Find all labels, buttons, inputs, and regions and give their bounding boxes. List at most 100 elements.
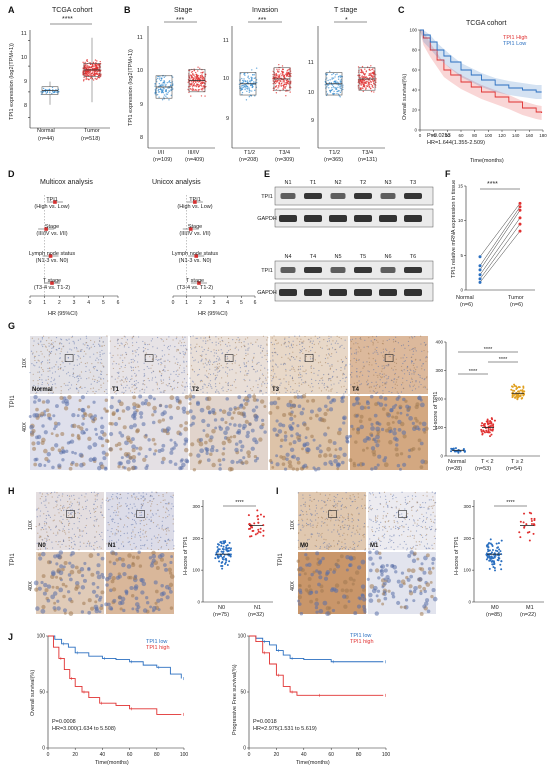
panel-b-point [360,84,362,86]
panel-g-40x-1-nucleus [143,402,147,406]
panel-b-point [276,74,278,76]
panel-g-40x-4-nucleus [375,421,380,426]
panel-g-10x-4-nucleus [357,359,359,361]
panel-g-40x-2-nucleus [255,415,259,419]
panel-g-10x-1-nucleus [118,363,120,365]
panel-a-point [95,67,98,70]
panel-g-40x-2-nucleus [238,459,243,464]
panel-g-10x-0-nucleus [99,345,101,347]
panel-b-point [205,80,207,83]
panel-g-point [463,450,466,453]
panel-b-point [374,79,376,82]
panel-b-point [162,88,164,91]
panel-g-10x-4-nucleus [373,339,376,341]
panel-h-10x-1-nucleus [116,493,118,495]
panel-g-10x-2-nucleus [238,341,240,343]
panel-g-40x-4-nucleus [375,421,379,425]
panel-h-10x-1-nucleus [138,492,140,494]
panel-b-point [196,80,199,83]
panel-b-point [168,90,171,92]
panel-g-40x-1-nucleus [126,467,131,472]
panel-g-40x-2-nucleus [252,437,257,443]
panel-b-point [189,85,191,88]
panel-g-40x-0-nucleus [28,415,32,418]
panel-g-40x-4-nucleus [359,405,365,411]
panel-b-point [247,75,249,77]
panel-b-point [283,75,285,77]
panel-h-10x-0-nucleus [36,508,38,510]
panel-g-10x-1-nucleus [131,342,134,344]
panel-g-10x-1-nucleus [130,361,132,363]
panel-a-point [91,64,94,66]
panel-b-point [155,94,157,96]
panel-g-10x-4-nucleus [411,336,413,338]
panel-b-point [252,74,254,76]
panel-g-40x-3-nucleus [322,418,327,423]
panel-h-40x-1-nucleus [145,601,150,605]
panel-h-point [220,565,223,568]
panel-g-40x-4-nucleus [415,402,420,407]
panel-g-10x-4-nucleus [389,355,391,358]
panel-letter-j: J [8,632,14,642]
panel-b-point [278,77,281,79]
panel-g-10x-1-nucleus [156,336,159,339]
panel-b-point [192,88,195,91]
panel-b-point [372,80,375,83]
panel-h-10x-0-nucleus [45,548,47,550]
panel-g-10x-0-nucleus [31,337,33,339]
panel-g-10x-2-nucleus [202,391,204,393]
panel-b-point [201,72,204,74]
panel-g-10x-4-nucleus [356,376,358,378]
panel-b-point [239,79,241,82]
panel-g-10x-0-nucleus [52,342,54,344]
panel-h-10x-1-nucleus [151,491,153,493]
panel-g-10x-2-nucleus [230,384,232,387]
panel-g-10x-3-nucleus [292,346,294,349]
panel-b-point [203,82,206,84]
panel-a-point [88,66,90,69]
panel-a-point [49,91,51,94]
panel-g-10x-1-nucleus [128,362,130,364]
panel-g-10x-4-nucleus [394,387,397,390]
panel-h-ytick: 200 [192,536,200,541]
panel-g-point [517,396,520,399]
panel-g-10x-3-nucleus [298,377,300,379]
panel-h-10x-1-nucleus [173,530,175,532]
panel-g-40x-2-nucleus [241,411,246,416]
panel-g-40x-2-nucleus [188,397,192,401]
panel-g-10x-0-nucleus [63,345,65,347]
panel-g-40x-1-nucleus [152,397,156,401]
panel-h-10x-0-nucleus [86,499,88,501]
panel-g-10x-4-nucleus [359,336,362,339]
panel-a-point [94,71,97,73]
panel-b-stage-title: Stage [174,7,193,14]
panel-b-point [371,68,373,71]
panel-a-point [97,76,100,79]
panel-f-ylabel: TPI1 relative mRNA expression in tissue [451,179,457,278]
panel-h-40x-0-nucleus [61,582,66,587]
panel-g-10x-0-nucleus [85,337,88,339]
panel-g-10x-2-nucleus [267,376,269,378]
panel-h-40x-1-nucleus [122,571,127,577]
panel-h-40x-1-nucleus [105,583,109,587]
panel-b-point [202,76,205,79]
panel-g-10x-4-nucleus [415,381,417,383]
panel-g-10x-1-bg [110,336,188,394]
panel-g-10x-1-nucleus [160,375,163,377]
panel-g-10x-0-nucleus [68,342,70,344]
panel-g-10x-0-nucleus [58,347,61,349]
panel-g-10x-2-nucleus [258,361,260,364]
panel-b-point [276,77,279,80]
panel-g-10x-2-nucleus [226,373,228,375]
panel-h-10x-1-nucleus [156,503,158,506]
panel-h-10x-1-nucleus [141,514,143,516]
panel-b-point [358,81,361,84]
panel-g-10x-3-nucleus [298,335,301,337]
panel-b-point [201,82,204,84]
panel-b-point [360,76,363,78]
panel-h-10x-0-nucleus [81,494,83,496]
panel-g-10x-1-nucleus [160,337,162,340]
panel-g-10x-3-nucleus [343,347,345,349]
panel-g-10x-1-nucleus [168,383,170,385]
panel-b-point [363,73,365,75]
